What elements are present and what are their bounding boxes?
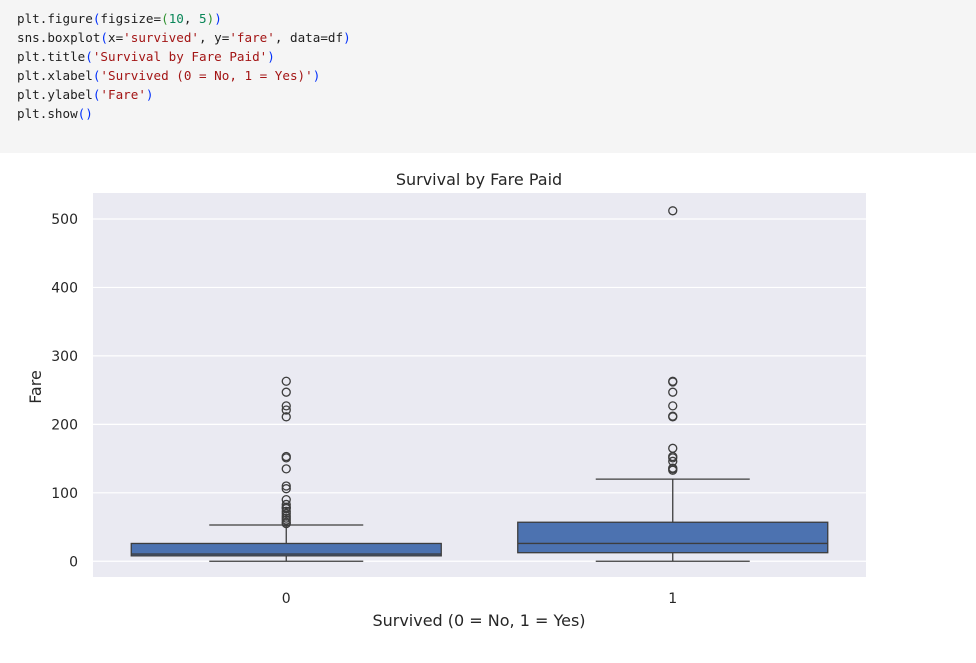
y-tick-label: 300 (51, 349, 78, 365)
y-tick-label: 100 (51, 486, 78, 502)
code-token: ( (92, 11, 101, 26)
outlier-point (668, 376, 678, 386)
chart-title: Survival by Fare Paid (396, 170, 562, 189)
code-token: 5 (199, 11, 207, 26)
outlier-point (668, 401, 678, 411)
code-token: , (183, 11, 200, 26)
code-line: plt.ylabel('Fare') (17, 85, 351, 104)
outlier-point (281, 405, 291, 415)
outlier-point (281, 451, 291, 462)
y-tick-label: 200 (51, 417, 78, 433)
code-token: ( (85, 49, 93, 64)
code-token: 'Survival by Fare Paid' (92, 49, 268, 64)
outlier-point (668, 387, 678, 397)
outlier-point (281, 401, 291, 411)
code-token: ) (343, 30, 351, 45)
code-token: 'Survived (0 = No, 1 = Yes)' (100, 68, 313, 83)
code-token: ( (161, 11, 169, 26)
code-token: ( (100, 30, 108, 45)
code-editor[interactable]: plt.figure(figsize=(10, 5)) sns.boxplot(x… (17, 9, 351, 123)
outlier-point (281, 412, 291, 422)
code-token: ) (145, 87, 154, 102)
outlier-point (668, 411, 678, 421)
code-line: plt.figure(figsize=(10, 5)) (17, 9, 351, 28)
code-token: , data=df (274, 30, 344, 45)
outlier-point (668, 443, 678, 453)
box-iqr (517, 521, 829, 554)
code-token: 'fare' (229, 30, 275, 45)
box-group (130, 206, 829, 562)
code-token: ) (312, 68, 321, 83)
plot-background (93, 193, 866, 577)
code-line: plt.show() (17, 104, 351, 123)
code-token: () (77, 106, 93, 121)
code-token: 10 (168, 11, 184, 26)
code-token: , y= (199, 30, 230, 45)
code-cell[interactable]: plt.figure(figsize=(10, 5)) sns.boxplot(x… (0, 0, 976, 153)
outlier-point (281, 481, 291, 491)
outlier-point (281, 464, 291, 474)
x-axis-label: Survived (0 = No, 1 = Yes) (372, 611, 585, 630)
outlier-point (668, 456, 678, 466)
x-tick-label: 0 (282, 591, 291, 607)
code-token: ) (267, 49, 275, 64)
box-iqr (130, 542, 442, 557)
code-line: plt.title('Survival by Fare Paid') (17, 47, 351, 66)
y-tick-label: 0 (69, 554, 78, 570)
y-tick-label: 400 (51, 280, 78, 296)
code-token: plt.title (17, 49, 86, 64)
code-token: plt.xlabel (17, 68, 93, 83)
outlier-point (281, 376, 291, 386)
code-line: sns.boxplot(x='survived', y='fare', data… (17, 28, 351, 47)
code-token: x= (108, 30, 124, 45)
x-tick-label: 1 (668, 591, 677, 607)
outlier-point (281, 495, 291, 505)
code-token: figsize= (100, 11, 162, 26)
outlier-point (281, 499, 291, 510)
code-token: sns.boxplot (17, 30, 101, 45)
code-token: ( (92, 68, 101, 83)
outlier-point (668, 463, 678, 473)
code-token: plt.show (17, 106, 78, 121)
code-token: plt.figure (17, 11, 93, 26)
code-line: plt.xlabel('Survived (0 = No, 1 = Yes)') (17, 66, 351, 85)
outlier-point (281, 506, 291, 516)
outlier-point (281, 387, 291, 397)
y-axis-label: Fare (26, 370, 45, 404)
y-tick-labels: 0 100 200 300 400 500 (51, 212, 78, 570)
code-token: 'Fare' (100, 87, 146, 102)
code-token: plt.ylabel (17, 87, 93, 102)
code-token: 'survived' (123, 30, 199, 45)
code-token: ) (214, 11, 222, 26)
y-tick-label: 500 (51, 212, 78, 228)
outlier-point (281, 484, 291, 494)
code-token: ) (206, 11, 215, 26)
code-token: ( (92, 87, 101, 102)
outlier-point (668, 206, 678, 216)
